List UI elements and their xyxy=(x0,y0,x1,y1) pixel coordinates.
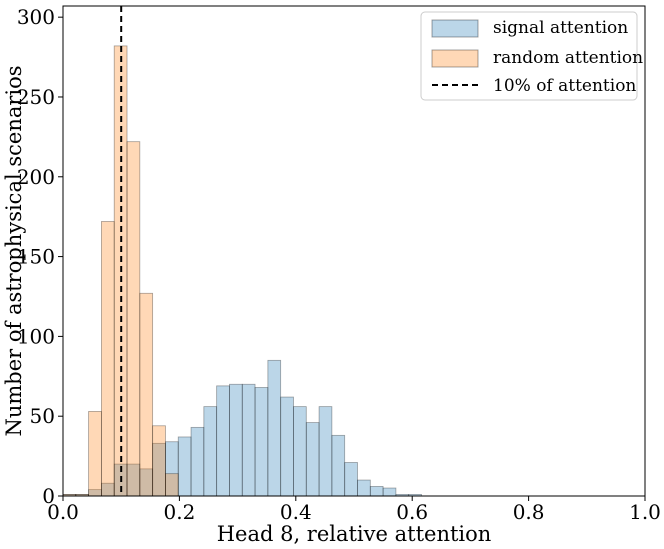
x-tick-label: 0.4 xyxy=(280,500,312,524)
signal-bar xyxy=(305,422,320,497)
y-tick-label: 150 xyxy=(17,245,55,269)
x-tick-label: 0.8 xyxy=(513,500,545,524)
y-tick-label: 0 xyxy=(42,484,55,508)
y-axis-label: Number of astrophysical scenarios xyxy=(2,65,26,436)
signal-bar xyxy=(267,359,282,497)
x-tick-label: 0.2 xyxy=(163,500,195,524)
signal-bar xyxy=(280,396,294,497)
random-bar xyxy=(88,411,102,497)
signal-bar xyxy=(357,479,371,497)
legend: signal attention random attention 10% of… xyxy=(420,11,643,101)
random-bar xyxy=(101,221,115,497)
random-bar xyxy=(126,141,141,497)
signal-bar xyxy=(293,406,307,497)
signal-bar xyxy=(229,383,243,497)
legend-swatch-signal xyxy=(431,19,479,38)
x-tick-label: 0.0 xyxy=(47,500,79,524)
random-bar xyxy=(152,425,166,497)
y-tick-label: 300 xyxy=(17,5,55,29)
signal-bar xyxy=(177,436,192,497)
signal-bar xyxy=(241,383,256,497)
x-axis-ticks: 0.0 0.2 0.4 0.6 0.8 1.0 xyxy=(47,496,661,524)
y-axis-ticks: 0 50 100 150 200 250 300 xyxy=(17,5,63,508)
signal-bar xyxy=(369,486,384,497)
x-tick-label: 1.0 xyxy=(629,500,661,524)
signal-bar xyxy=(318,406,333,497)
y-tick-label: 50 xyxy=(30,404,55,428)
signal-bar xyxy=(331,434,346,497)
legend-swatch-random xyxy=(431,49,479,68)
signal-bar xyxy=(190,426,205,497)
x-tick-label: 0.6 xyxy=(396,500,428,524)
random-bar xyxy=(165,473,179,497)
x-axis-label: Head 8, relative attention xyxy=(217,522,492,546)
random-bar xyxy=(139,292,154,497)
legend-box xyxy=(420,11,638,101)
plot-frame xyxy=(62,5,646,497)
signal-bar xyxy=(254,387,269,497)
legend-label-signal: signal attention xyxy=(493,18,628,38)
signal-bar xyxy=(203,406,218,497)
signal-bar xyxy=(216,385,230,497)
y-tick-label: 100 xyxy=(17,324,55,348)
y-tick-label: 200 xyxy=(17,165,55,189)
y-tick-label: 250 xyxy=(17,85,55,109)
legend-label-random: random attention xyxy=(493,48,643,68)
legend-label-line: 10% of attention xyxy=(493,76,636,96)
signal-bar xyxy=(344,462,358,497)
signal-bar xyxy=(382,487,397,497)
